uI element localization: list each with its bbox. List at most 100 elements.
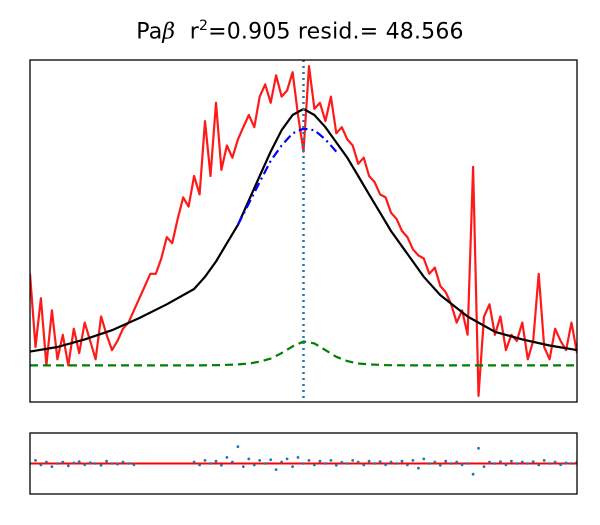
residual-point [241,465,245,468]
residual-point [570,462,573,465]
residual-point [520,460,524,464]
residual-point [203,459,207,462]
residual-point [455,460,459,464]
residual-point [66,464,70,468]
residual-point [313,463,316,467]
residual-point [72,461,76,465]
residual-point [493,462,497,465]
residual-point [515,462,519,465]
residual-point [356,460,360,464]
series-line-narrow-component [30,340,577,367]
resid-series-layer [30,445,577,476]
residual-point [94,462,97,465]
residual-point [252,463,256,467]
residual-point [367,459,371,463]
residual-point [110,462,114,465]
residual-point [121,460,125,464]
title-r2-label: r [189,19,199,45]
residual-point [214,459,218,463]
chart-title: Paβ r2=0.905 resid.= 48.566 [0,18,600,44]
residual-point [296,456,300,459]
residual-point [411,459,415,462]
residual-point [537,463,541,467]
main-plot [29,59,578,403]
residual-point [340,460,344,464]
residual-point [77,460,81,464]
residual-point [334,463,338,467]
residual-point [488,460,491,464]
residual-point [329,459,333,462]
residual-point [345,462,349,465]
residual-point [192,460,196,464]
residual-point [83,463,87,467]
residual-point [88,461,92,464]
residual-point [444,459,448,463]
residual-point [378,460,382,464]
residual-point [198,463,202,467]
residual-point [406,463,409,467]
series-line-total-fit [30,107,577,353]
residual-point [220,463,223,467]
title-resid-value: resid.= 48.566 [290,19,464,45]
residual-point [362,463,366,467]
residual-point [559,463,562,467]
residual-point [427,462,431,465]
residual-point [564,461,568,465]
residual-point [466,462,469,465]
residual-point [477,446,480,450]
residual-point [531,460,535,464]
residual-point [61,460,65,464]
residual-point [504,463,508,467]
residual-point [422,457,426,461]
residual-point [548,462,551,465]
residual-point [127,462,130,465]
residual-plot-frame [29,432,578,495]
residual-plot [29,432,578,495]
residual-point [116,462,119,466]
residual-point [99,463,103,467]
residual-point [236,445,240,449]
residual-point [269,458,273,462]
residual-point [231,460,234,464]
residual-point [291,465,294,468]
residual-point [542,459,546,462]
residual-point [417,466,420,470]
residual-point [449,462,453,465]
residual-point [553,460,557,464]
residual-point [324,462,327,465]
residual-point [258,459,262,462]
residual-point [280,460,283,464]
residual-point [132,463,136,467]
residual-point [50,465,54,468]
residual-point [105,459,108,463]
residual-point [395,462,398,465]
residual-point [285,457,289,461]
title-r2-value: =0.905 [208,19,291,45]
residual-point [247,457,251,461]
residual-point [373,462,376,465]
residual-point [209,462,212,465]
residual-point [460,463,464,467]
residual-point [351,459,355,462]
title-r2-exponent: 2 [198,18,209,34]
residual-point [499,460,502,464]
residual-point [274,468,278,471]
residual-point [400,459,404,463]
residual-point [263,462,267,465]
residual-point [526,462,530,465]
residual-point [482,465,486,468]
residual-point [45,460,48,464]
residual-point [384,463,387,467]
series-line-broad-component [236,127,338,226]
residual-point [302,462,305,465]
residual-point [471,472,475,476]
residual-point [510,459,513,463]
residual-point [39,463,43,467]
title-beta-symbol: β [162,19,176,45]
residual-point [438,463,442,467]
main-plot-frame [29,59,578,403]
residual-point [225,456,229,459]
residual-point [56,462,59,465]
residual-point [433,460,437,464]
